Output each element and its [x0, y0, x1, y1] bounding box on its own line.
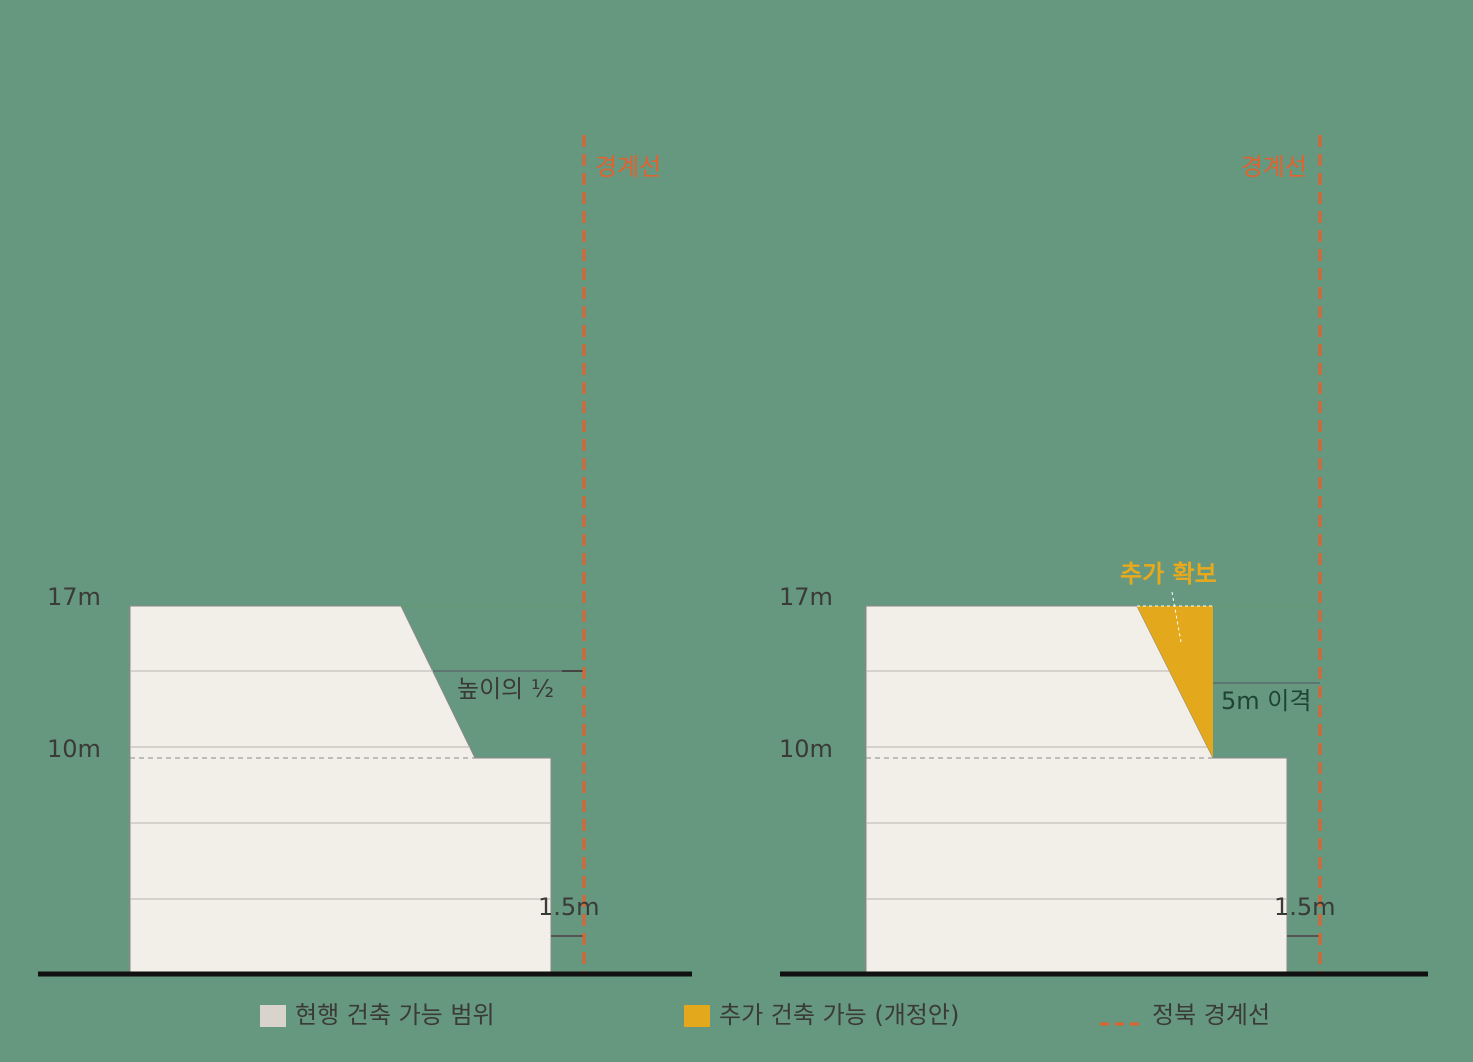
legend-label: 현행 건축 가능 범위	[295, 1001, 495, 1029]
gain-label: 추가 확보	[1120, 560, 1217, 588]
legend-swatch	[684, 1005, 710, 1027]
offset-label: 1.5m	[1274, 893, 1336, 921]
boundary-label: 경계선	[1241, 153, 1307, 181]
left-panel: 17m 10m 경계선 높이의 ½ 1.5m	[38, 135, 692, 977]
right-panel: 17m 10m 경계선 추가 확보 5m 이격 1.5m	[779, 135, 1428, 977]
legend-label: 추가 건축 가능 (개정안)	[719, 1001, 959, 1029]
legend-swatch	[260, 1005, 286, 1027]
boundary-label: 경계선	[595, 153, 661, 181]
legend-label: 정북 경계선	[1152, 1001, 1270, 1029]
height-label: 10m	[779, 735, 833, 763]
pointer	[1171, 591, 1182, 643]
legend: 현행 건축 가능 범위 추가 건축 가능 (개정안) 정북 경계선	[260, 1001, 1270, 1029]
height-label: 17m	[47, 583, 101, 611]
added-area	[1137, 606, 1213, 758]
setback-label: 5m 이격	[1221, 687, 1311, 715]
setback-label: 높이의 ½	[457, 675, 554, 703]
height-label: 10m	[47, 735, 101, 763]
offset-label: 1.5m	[538, 893, 600, 921]
height-label: 17m	[779, 583, 833, 611]
